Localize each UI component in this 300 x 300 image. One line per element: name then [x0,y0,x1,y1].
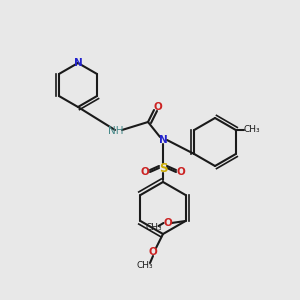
Text: N: N [74,58,82,68]
Text: O: O [154,102,162,112]
Text: S: S [159,161,167,175]
Text: CH₃: CH₃ [145,223,162,232]
Text: O: O [141,167,149,177]
Text: CH₃: CH₃ [137,262,153,271]
Text: NH: NH [108,126,124,136]
Text: CH₃: CH₃ [244,125,260,134]
Text: O: O [148,247,158,257]
Text: N: N [159,135,167,145]
Text: O: O [177,167,185,177]
Text: O: O [163,218,172,228]
